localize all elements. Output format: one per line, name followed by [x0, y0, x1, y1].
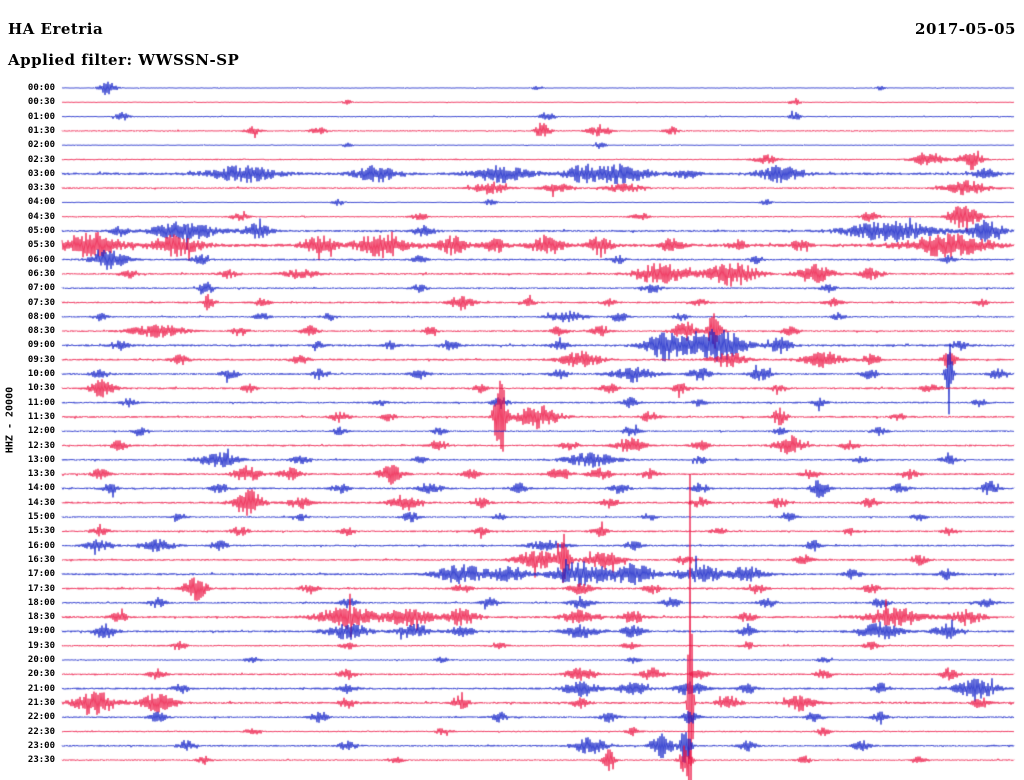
- time-label: 20:30: [27, 669, 55, 680]
- time-label: 01:00: [27, 111, 55, 122]
- time-label: 09:00: [27, 340, 55, 351]
- time-label: 14:00: [27, 483, 55, 494]
- time-labels: 00:00 00:30 01:00 01:30 02:00 02:30 03:00 03:30…: [0, 0, 57, 780]
- date-label: 2017-05-05: [915, 20, 1016, 38]
- time-label: 10:00: [27, 369, 55, 379]
- time-label: 03:00: [27, 168, 55, 179]
- time-label: 00:30: [27, 97, 55, 108]
- time-label: 14:30: [27, 497, 55, 508]
- time-label: 09:30: [27, 354, 55, 365]
- time-label: 23:30: [27, 755, 55, 766]
- time-label: 05:00: [27, 226, 55, 236]
- time-label: 07:30: [27, 297, 55, 308]
- time-label: 13:00: [27, 454, 55, 465]
- time-label: 10:30: [27, 383, 55, 394]
- time-label: 16:30: [27, 554, 55, 565]
- time-label: 06:00: [27, 254, 55, 265]
- time-label: 12:30: [27, 440, 55, 451]
- time-label: 12:00: [27, 426, 55, 437]
- time-label: 01:30: [27, 125, 55, 136]
- time-label: 19:00: [27, 626, 55, 637]
- time-label: 05:30: [27, 240, 55, 251]
- time-label: 21:00: [27, 683, 55, 694]
- time-label: 15:00: [27, 512, 55, 522]
- time-label: 21:30: [27, 697, 55, 708]
- time-label: 17:30: [27, 583, 55, 594]
- time-label: 16:00: [27, 540, 55, 551]
- time-label: 22:30: [27, 726, 55, 737]
- time-label: 13:30: [27, 469, 55, 480]
- time-label: 06:30: [27, 268, 55, 279]
- time-label: 07:00: [27, 283, 55, 294]
- applied-filter-label: Applied filter: WWSSN-SP: [8, 51, 240, 69]
- time-label: 15:30: [27, 526, 55, 537]
- time-label: 00:00: [27, 83, 55, 93]
- time-label: 20:00: [27, 655, 55, 665]
- time-label: 18:00: [27, 597, 55, 608]
- time-label: 18:30: [27, 612, 55, 623]
- time-label: 23:00: [27, 740, 55, 751]
- time-label: 03:30: [27, 183, 55, 194]
- time-label: 02:30: [27, 154, 55, 165]
- time-label: 08:00: [27, 311, 55, 322]
- time-label: 11:00: [27, 397, 55, 408]
- time-label: 22:00: [27, 712, 55, 723]
- time-label: 02:00: [27, 140, 55, 151]
- time-label: 04:00: [27, 197, 55, 208]
- time-label: 17:00: [27, 569, 55, 580]
- station-title: HA Eretria: [8, 20, 104, 38]
- time-label: 04:30: [27, 211, 55, 222]
- time-label: 19:30: [27, 640, 55, 651]
- time-label: 08:30: [27, 326, 55, 337]
- time-label: 11:30: [27, 411, 55, 422]
